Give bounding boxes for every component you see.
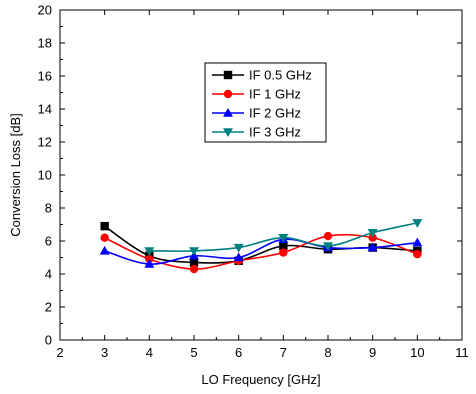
y-tick-label: 20 bbox=[38, 3, 52, 18]
legend-label: IF 2 GHz bbox=[249, 106, 301, 121]
x-tick-label: 3 bbox=[101, 345, 108, 360]
data-point bbox=[233, 243, 244, 253]
x-tick-label: 10 bbox=[410, 345, 424, 360]
x-tick-label: 11 bbox=[455, 345, 469, 360]
x-tick-label: 6 bbox=[235, 345, 242, 360]
data-point bbox=[233, 252, 244, 262]
y-axis-ticks: 0 2 4 6 8 10 12 14 16 18 20 bbox=[38, 3, 462, 348]
data-point bbox=[413, 250, 422, 259]
data-point bbox=[144, 259, 155, 268]
data-point bbox=[323, 231, 333, 241]
legend-label: IF 3 GHz bbox=[249, 125, 301, 140]
data-point bbox=[412, 219, 423, 228]
y-tick-label: 8 bbox=[45, 201, 52, 216]
data-point bbox=[100, 233, 109, 242]
legend-marker bbox=[223, 128, 233, 137]
series-line bbox=[104, 238, 418, 265]
y-tick-label: 12 bbox=[38, 135, 52, 150]
data-point bbox=[144, 247, 155, 256]
plot-frame bbox=[59, 9, 463, 341]
y-tick-label: 2 bbox=[45, 300, 52, 315]
x-tick-label: 7 bbox=[280, 345, 287, 360]
x-tick-label: 5 bbox=[190, 345, 197, 360]
legend-label: IF 1 GHz bbox=[249, 87, 301, 102]
data-point bbox=[367, 242, 378, 252]
data-point bbox=[189, 247, 199, 256]
y-tick-label: 6 bbox=[45, 234, 52, 249]
data-point bbox=[279, 248, 288, 257]
series-layer bbox=[99, 219, 423, 274]
legend-marker bbox=[223, 108, 233, 117]
x-tick-label: 8 bbox=[324, 345, 331, 360]
y-tick-label: 4 bbox=[45, 267, 52, 282]
data-point bbox=[100, 221, 109, 231]
x-axis-title: LO Frequency [GHz] bbox=[201, 372, 320, 387]
y-tick-label: 16 bbox=[38, 69, 52, 84]
legend-marker bbox=[223, 89, 233, 99]
x-tick-label: 9 bbox=[369, 345, 376, 360]
x-tick-label: 4 bbox=[146, 345, 153, 360]
x-tick-label: 2 bbox=[56, 345, 63, 360]
legend-label: IF 0.5 GHz bbox=[249, 68, 312, 83]
y-axis-title: Conversion Loss [dB] bbox=[8, 113, 23, 237]
legend: IF 0.5 GHz IF 1 GHz IF 2 GHz IF 3 GHz bbox=[204, 62, 327, 143]
data-point bbox=[367, 229, 378, 238]
data-point bbox=[99, 245, 110, 255]
y-tick-label: 14 bbox=[38, 102, 52, 117]
series-3 bbox=[144, 219, 423, 256]
y-tick-label: 18 bbox=[38, 36, 52, 51]
y-tick-label: 0 bbox=[45, 333, 52, 348]
legend-marker bbox=[223, 70, 233, 80]
data-point bbox=[278, 234, 289, 243]
y-tick-label: 10 bbox=[38, 168, 52, 183]
x-axis-ticks: 2 3 4 5 6 7 8 9 10 11 bbox=[56, 10, 469, 360]
data-point bbox=[279, 241, 288, 251]
data-point bbox=[189, 264, 199, 274]
data-point bbox=[412, 237, 423, 247]
data-point bbox=[189, 258, 199, 267]
data-point bbox=[323, 242, 333, 251]
